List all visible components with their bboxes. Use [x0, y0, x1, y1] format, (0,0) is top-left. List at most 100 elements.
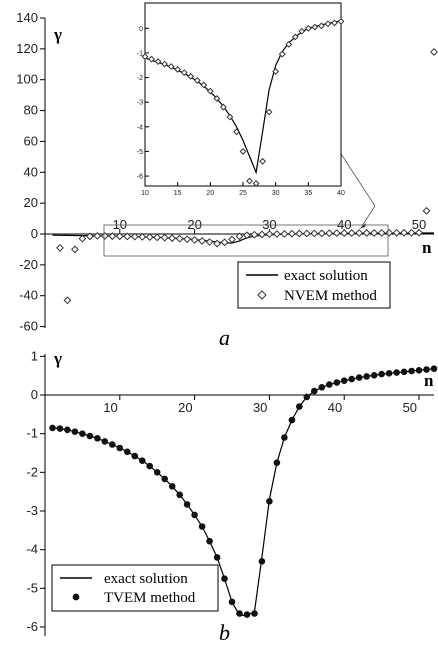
- panel-b-y-tick-label: -6: [26, 619, 38, 634]
- panel-a-nvem-point: [213, 239, 221, 248]
- panel-b-y-tick-label: -1: [26, 426, 38, 441]
- panel-b-tvem-point: [206, 537, 213, 545]
- inset-nvem-point: [252, 180, 260, 187]
- inset-nvem-point: [272, 68, 280, 75]
- inset-nvem-point: [298, 27, 306, 35]
- inset-nvem-point: [265, 108, 273, 116]
- panel-b-tvem-point: [273, 459, 281, 467]
- panel-b-chart: 10-1-2-3-4-5-6 10 20 30 40 50 γ n exact solu…: [26, 348, 438, 645]
- inset-x-tick-label: 15: [174, 190, 182, 197]
- panel-b-tvem-point: [400, 368, 408, 376]
- panel-a-label: a: [219, 325, 230, 350]
- panel-b-tvem-point: [370, 372, 378, 379]
- inset-nvem-point: [278, 50, 286, 58]
- panel-a-y-tick-label: 0: [31, 226, 38, 241]
- panel-a-y-tick-label: 80: [24, 103, 38, 118]
- panel-a-nvem-point: [422, 206, 431, 215]
- panel-a-nvem-point: [385, 228, 394, 237]
- inset-x-tick-label: 35: [304, 190, 312, 197]
- panel-a-y-tick-label: 40: [24, 164, 38, 179]
- panel-b-x-tick-label: 50: [403, 400, 417, 415]
- panel-a-nvem-point: [362, 229, 371, 237]
- zoom-arrowhead: [359, 223, 366, 229]
- panel-a-nvem-point: [168, 234, 177, 243]
- inset-y-tick-label: -2: [137, 75, 143, 82]
- inset-nvem-point: [291, 33, 299, 41]
- panel-a-nvem-point: [190, 236, 199, 244]
- panel-b-x-tick-label: 20: [178, 400, 192, 415]
- panel-b-tvem-point: [56, 425, 64, 432]
- inset-y-ticks: 0 -1 -2 -3 -4 -5 -6: [137, 26, 149, 181]
- panel-b-exact-solution-line: [52, 368, 435, 616]
- inset-y-tick-label: -1: [137, 50, 143, 57]
- inset-chart: 0 -1 -2 -3 -4 -5 -6 10 15 20 25 30 35 40: [137, 2, 345, 197]
- panel-b-tvem-point: [258, 558, 266, 565]
- inset-x-tick-label: 25: [239, 190, 247, 197]
- panel-b-tvem-point: [393, 369, 400, 376]
- inset-y-tick-label: -5: [137, 149, 143, 156]
- panel-a-y-ticks: 140 120 100 80 60 40 20 0 -20 -40 -60: [16, 10, 45, 334]
- panel-a-nvem-point: [243, 231, 251, 240]
- panel-b-tvem-point: [109, 441, 116, 448]
- panel-b-tvem-point: [408, 367, 415, 375]
- inset-x-tick-label: 40: [337, 190, 345, 197]
- panel-b-tvem-point: [318, 384, 326, 391]
- inset-nvem-point: [193, 77, 201, 84]
- panel-a-nvem-point: [175, 234, 184, 243]
- panel-a-nvem-point: [220, 238, 229, 247]
- inset-nvem-point: [200, 81, 208, 89]
- inset-nvem-point: [233, 128, 240, 136]
- panel-a-x-tick-label: 50: [412, 217, 426, 232]
- panel-b-tvem-point: [266, 498, 273, 505]
- inset-nvem-point: [259, 157, 267, 165]
- panel-b-tvem-point: [153, 469, 161, 476]
- panel-b-label: b: [219, 620, 230, 645]
- inset-nvem-point: [226, 113, 234, 121]
- panel-a-y-tick-label: 20: [24, 195, 38, 210]
- inset-nvem-point: [285, 40, 293, 48]
- panel-a-nvem-point: [100, 232, 109, 240]
- panel-b-tvem-point: [183, 501, 191, 508]
- panel-a-nvem-point: [160, 233, 169, 242]
- panel-b-tvem-point: [146, 462, 153, 470]
- panel-a-nvem-point: [287, 229, 296, 238]
- inset-nvem-point: [174, 66, 182, 73]
- panel-a-legend-exact: exact solution: [284, 268, 368, 284]
- zoom-connector-arrow: [361, 205, 376, 227]
- panel-b-tvem-point: [49, 424, 56, 432]
- panel-a-ylabel: γ: [53, 25, 62, 44]
- panel-b-tvem-point: [251, 610, 258, 617]
- panel-a-legend-diamond-swatch: [257, 290, 267, 300]
- panel-a-y-tick-label: 60: [24, 133, 38, 148]
- panel-a-nvem-point: [340, 229, 349, 237]
- panel-b-y-tick-label: 0: [31, 387, 38, 402]
- panel-a-nvem-point: [228, 235, 236, 244]
- inset-y-tick-label: -4: [137, 124, 143, 131]
- panel-b-tvem-point: [79, 430, 86, 438]
- panel-a-nvem-markers: [56, 48, 438, 305]
- panel-b-legend: exact solution TVEM method: [51, 564, 219, 612]
- panel-b-tvem-point: [303, 393, 311, 401]
- panel-a-nvem-point: [71, 245, 79, 254]
- panel-b-tvem-point: [348, 375, 356, 383]
- inset-nvem-point: [246, 177, 253, 185]
- panel-b-tvem-point: [213, 554, 221, 561]
- panel-b-tvem-point: [94, 435, 101, 442]
- inset-nvem-point: [324, 20, 332, 28]
- panel-b-tvem-point: [191, 511, 198, 519]
- inset-nvem-point: [219, 103, 227, 111]
- panel-b-tvem-point: [124, 448, 131, 456]
- panel-b-tvem-point: [326, 381, 333, 388]
- panel-a-nvem-point: [115, 232, 124, 241]
- panel-a-y-tick-label: 100: [16, 72, 38, 87]
- panel-a-y-tick-label: 140: [16, 10, 38, 25]
- inset-y-tick-label: 0: [139, 26, 143, 33]
- panel-b-ylabel: γ: [53, 349, 62, 368]
- panel-a-legend-box: [237, 261, 391, 309]
- inset-x-tick-label: 10: [141, 190, 149, 197]
- panel-a-nvem-point: [310, 229, 319, 238]
- inset-nvem-point: [317, 22, 325, 30]
- panel-a-nvem-point: [250, 230, 259, 239]
- inset-nvem-point: [141, 53, 149, 61]
- panel-a-nvem-point: [56, 243, 64, 252]
